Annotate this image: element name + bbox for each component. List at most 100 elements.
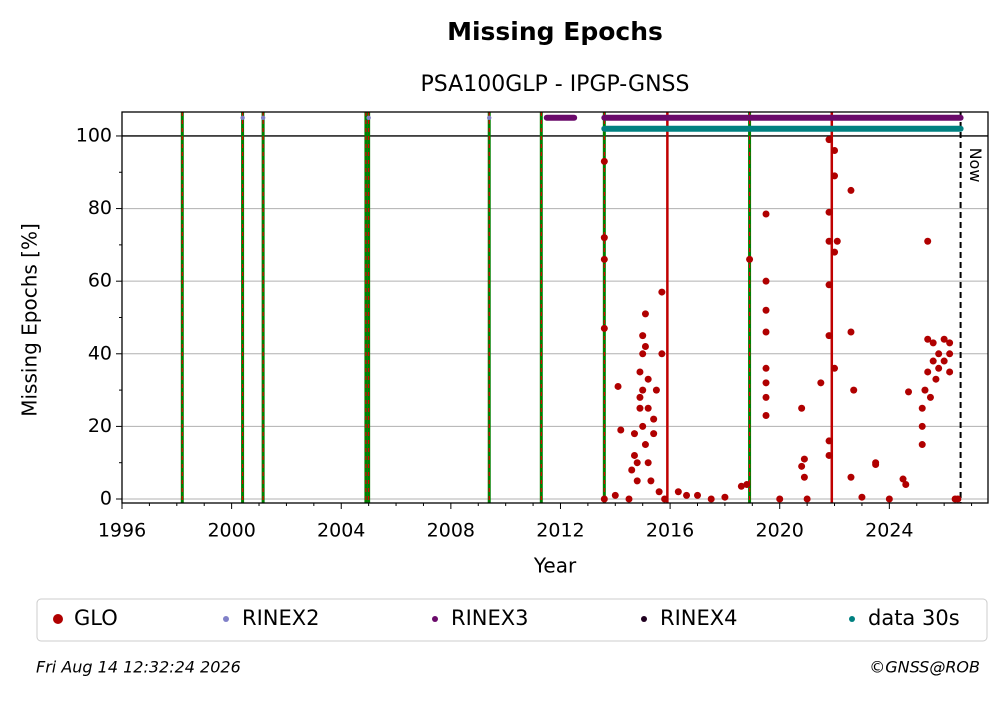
point xyxy=(946,350,954,358)
point xyxy=(831,172,839,180)
point xyxy=(633,459,641,467)
point xyxy=(600,255,608,263)
point xyxy=(600,324,608,332)
point xyxy=(833,237,841,245)
point xyxy=(847,473,855,481)
point xyxy=(902,480,910,488)
point xyxy=(762,364,770,372)
point xyxy=(929,339,937,347)
point xyxy=(924,368,932,376)
point xyxy=(260,115,266,121)
point xyxy=(946,368,954,376)
x-tick-label: 2024 xyxy=(865,520,913,542)
x-tick-label: 2004 xyxy=(317,520,365,542)
point xyxy=(658,350,666,358)
chart-subtitle: PSA100GLP - IPGP-GNSS xyxy=(421,72,690,97)
point xyxy=(762,393,770,401)
point xyxy=(628,466,636,474)
point xyxy=(630,430,638,438)
point xyxy=(905,388,913,396)
point xyxy=(762,306,770,314)
x-axis-label: Year xyxy=(533,554,577,578)
point xyxy=(600,234,608,242)
point xyxy=(661,495,669,503)
point xyxy=(940,357,948,365)
point xyxy=(926,393,934,401)
point xyxy=(885,495,893,503)
y-axis-label: Missing Epochs [%] xyxy=(18,223,42,417)
point xyxy=(641,310,649,318)
point xyxy=(743,480,751,488)
point xyxy=(737,482,745,490)
point xyxy=(600,495,608,503)
x-tick-label: 1996 xyxy=(98,520,146,542)
point xyxy=(918,404,926,412)
point xyxy=(899,475,907,483)
point xyxy=(240,115,245,121)
point xyxy=(487,115,492,121)
point xyxy=(831,364,839,372)
legend-label: RINEX4 xyxy=(660,606,738,630)
plot-frame xyxy=(121,111,989,504)
point xyxy=(762,412,770,420)
legend-marker xyxy=(53,614,63,624)
now-label: Now xyxy=(966,148,985,183)
x-tick-label: 2012 xyxy=(536,520,584,542)
footer-date: Fri Aug 14 12:32:24 2026 xyxy=(36,658,241,677)
legend-box xyxy=(36,598,988,642)
point xyxy=(644,375,652,383)
point xyxy=(924,335,932,343)
point xyxy=(825,281,833,289)
point xyxy=(721,493,729,501)
point xyxy=(762,210,770,218)
point xyxy=(636,393,644,401)
point xyxy=(655,488,663,496)
point xyxy=(935,364,943,372)
point xyxy=(825,437,833,445)
point xyxy=(644,459,652,467)
point xyxy=(652,386,660,394)
point xyxy=(636,368,644,376)
point xyxy=(683,491,691,499)
y-tick-label: 60 xyxy=(88,270,112,292)
point xyxy=(658,288,666,296)
point xyxy=(639,386,647,394)
point xyxy=(707,495,715,503)
point xyxy=(825,136,833,144)
legend-marker xyxy=(641,616,647,622)
footer-credit: ©GNSS@ROB xyxy=(869,658,980,677)
point xyxy=(617,426,625,434)
legend-marker xyxy=(432,616,438,622)
y-tick-label: 100 xyxy=(76,124,112,146)
point xyxy=(633,477,641,485)
point xyxy=(762,277,770,285)
point xyxy=(825,332,833,340)
point xyxy=(647,477,655,485)
chart-title: Missing Epochs xyxy=(447,17,663,46)
point xyxy=(800,473,808,481)
point xyxy=(641,441,649,449)
x-tick-label: 2008 xyxy=(427,520,475,542)
point xyxy=(762,328,770,336)
point xyxy=(746,255,754,263)
point xyxy=(639,422,647,430)
point xyxy=(872,461,880,469)
point xyxy=(932,375,940,383)
point xyxy=(798,462,806,470)
point xyxy=(636,404,644,412)
legend-marker xyxy=(849,616,855,622)
point xyxy=(650,415,658,423)
point xyxy=(776,495,784,503)
point xyxy=(639,332,647,340)
point xyxy=(800,455,808,463)
point xyxy=(940,335,948,343)
point xyxy=(921,386,929,394)
point xyxy=(850,386,858,394)
x-tick-label: 2020 xyxy=(756,520,804,542)
point xyxy=(831,248,839,256)
point xyxy=(858,493,866,501)
legend-label: GLO xyxy=(74,606,118,630)
legend-label: data 30s xyxy=(868,606,960,630)
legend-label: RINEX3 xyxy=(451,606,529,630)
